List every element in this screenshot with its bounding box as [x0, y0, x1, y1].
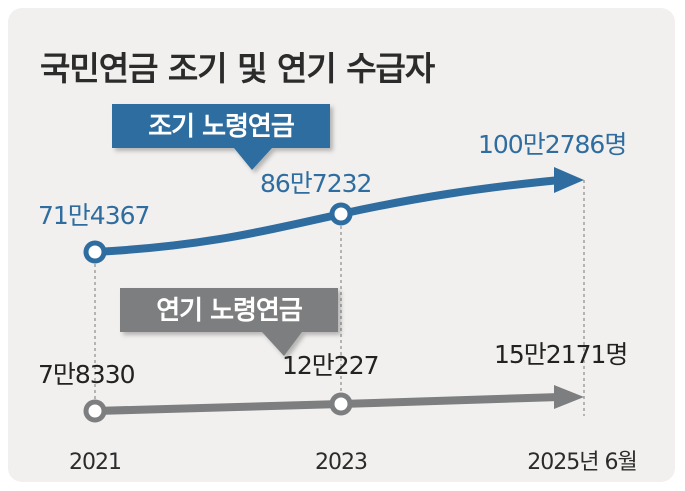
value-label-early-2025: 100만2786명	[478, 130, 626, 159]
legend-callout-deferred	[120, 288, 338, 356]
legend-callout-early	[112, 104, 330, 170]
point-early-2021	[83, 240, 107, 264]
chart-frame: 국민연금 조기 및 연기 수급자 조기 노령연금 연기 노령연금	[8, 8, 675, 482]
line-chart: 조기 노령연금 연기 노령연금 71만4367 86만7232 100만2786…	[38, 104, 638, 475]
x-tick-2025-june: 2025년 6월	[527, 450, 636, 475]
value-label-deferred-2021: 7만8330	[38, 360, 135, 389]
series-deferred-arrow	[554, 385, 584, 409]
legend-label-early: 조기 노령연금	[148, 112, 295, 142]
series-early-arrow	[554, 167, 584, 193]
value-label-early-2021: 71만4367	[38, 201, 149, 230]
x-tick-2021: 2021	[69, 450, 121, 475]
point-deferred-2023	[329, 392, 353, 416]
series-deferred-line	[91, 393, 564, 415]
point-early-2023	[329, 202, 353, 226]
chart-title: 국민연금 조기 및 연기 수급자	[40, 49, 435, 88]
value-label-early-2023: 86만7232	[260, 169, 371, 198]
point-deferred-2021	[83, 399, 107, 423]
value-label-deferred-2023: 12만227	[282, 351, 379, 380]
legend-label-deferred: 연기 노령연금	[156, 296, 303, 326]
value-label-deferred-2025: 15만2171명	[494, 340, 627, 369]
x-tick-2023: 2023	[315, 450, 367, 475]
